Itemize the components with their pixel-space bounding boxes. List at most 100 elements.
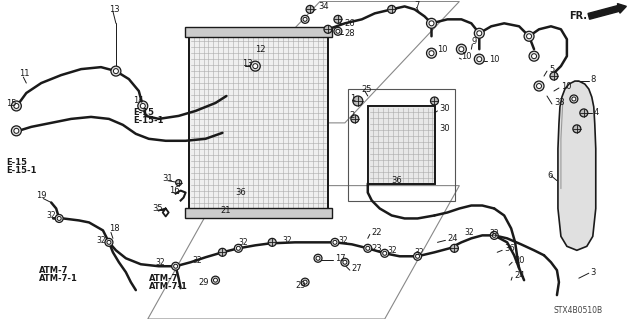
Bar — [368, 106, 435, 184]
Text: 13: 13 — [109, 5, 120, 14]
Text: 32: 32 — [46, 211, 56, 220]
Text: 36: 36 — [392, 176, 403, 185]
Circle shape — [536, 84, 541, 89]
Circle shape — [426, 19, 436, 28]
Circle shape — [14, 103, 19, 108]
Text: 5: 5 — [549, 65, 554, 74]
Circle shape — [105, 238, 113, 246]
Circle shape — [451, 244, 458, 252]
Circle shape — [527, 34, 532, 39]
Circle shape — [236, 246, 241, 250]
Circle shape — [477, 31, 482, 36]
Circle shape — [353, 96, 363, 106]
Text: 10: 10 — [461, 52, 472, 61]
Text: ATM-7-1: ATM-7-1 — [39, 274, 78, 283]
Text: 28: 28 — [345, 29, 355, 38]
Text: 10: 10 — [438, 45, 448, 54]
Bar — [184, 27, 332, 37]
Circle shape — [301, 278, 309, 286]
Circle shape — [324, 25, 332, 33]
Circle shape — [415, 254, 420, 258]
Circle shape — [334, 15, 342, 23]
Circle shape — [381, 249, 388, 257]
Text: 32: 32 — [193, 256, 202, 265]
Text: 22: 22 — [372, 228, 382, 237]
Circle shape — [12, 101, 21, 111]
Circle shape — [573, 125, 581, 133]
Text: 1: 1 — [350, 94, 355, 103]
Bar — [189, 29, 328, 217]
Circle shape — [413, 252, 422, 260]
Circle shape — [570, 95, 578, 103]
Text: 32: 32 — [282, 236, 292, 245]
Text: 8: 8 — [591, 75, 596, 84]
Circle shape — [303, 17, 307, 21]
Text: E-15-1: E-15-1 — [133, 116, 163, 125]
Text: 32: 32 — [388, 246, 397, 255]
Text: ATM-7: ATM-7 — [148, 274, 178, 283]
Text: 4: 4 — [594, 108, 599, 117]
Circle shape — [55, 214, 63, 222]
Circle shape — [253, 64, 258, 69]
Circle shape — [534, 81, 544, 91]
Bar — [189, 29, 328, 217]
Polygon shape — [558, 81, 596, 250]
Text: 30: 30 — [440, 124, 450, 133]
Text: 11: 11 — [19, 69, 30, 78]
Text: 32: 32 — [96, 236, 106, 245]
Circle shape — [218, 248, 227, 256]
Circle shape — [580, 109, 588, 117]
Circle shape — [316, 256, 320, 260]
Circle shape — [111, 66, 121, 76]
Text: 2: 2 — [350, 111, 355, 120]
Circle shape — [336, 29, 340, 33]
Circle shape — [140, 103, 145, 108]
Text: STX4B0510B: STX4B0510B — [554, 306, 603, 315]
Text: 32: 32 — [338, 236, 348, 245]
Text: 30: 30 — [440, 104, 450, 114]
Circle shape — [456, 44, 467, 54]
Text: 33: 33 — [554, 99, 564, 108]
Circle shape — [214, 278, 218, 282]
Bar — [368, 106, 435, 184]
Bar — [348, 89, 456, 201]
Circle shape — [343, 260, 347, 264]
Text: 6: 6 — [547, 171, 552, 180]
Circle shape — [334, 27, 342, 35]
Text: 3: 3 — [591, 268, 596, 277]
Circle shape — [459, 47, 464, 52]
Text: 9: 9 — [471, 37, 477, 46]
Circle shape — [314, 254, 322, 262]
Text: 29: 29 — [198, 278, 209, 287]
Text: 10: 10 — [561, 82, 572, 91]
Circle shape — [14, 128, 19, 133]
Text: 7: 7 — [415, 1, 420, 10]
Circle shape — [301, 15, 309, 23]
Circle shape — [113, 69, 118, 74]
Circle shape — [426, 48, 436, 58]
Text: 16: 16 — [169, 186, 179, 195]
Circle shape — [57, 217, 61, 220]
Text: 26: 26 — [345, 19, 355, 28]
Circle shape — [364, 244, 372, 252]
Circle shape — [175, 180, 182, 186]
Circle shape — [331, 238, 339, 246]
Text: FR.: FR. — [569, 11, 587, 21]
Text: 34: 34 — [318, 2, 328, 11]
Circle shape — [474, 54, 484, 64]
FancyArrow shape — [588, 4, 627, 19]
Text: 24: 24 — [514, 271, 525, 280]
Text: 36: 36 — [504, 244, 515, 253]
Text: 23: 23 — [372, 244, 382, 253]
Text: 31: 31 — [163, 174, 173, 183]
Text: 12: 12 — [255, 45, 266, 54]
Text: 32: 32 — [489, 229, 499, 238]
Text: 35: 35 — [153, 204, 163, 213]
Circle shape — [524, 31, 534, 41]
Circle shape — [383, 251, 387, 255]
Circle shape — [532, 54, 536, 59]
Text: 32: 32 — [415, 248, 424, 257]
Text: 32: 32 — [238, 238, 248, 247]
Circle shape — [388, 5, 396, 13]
Text: 29: 29 — [295, 281, 306, 290]
